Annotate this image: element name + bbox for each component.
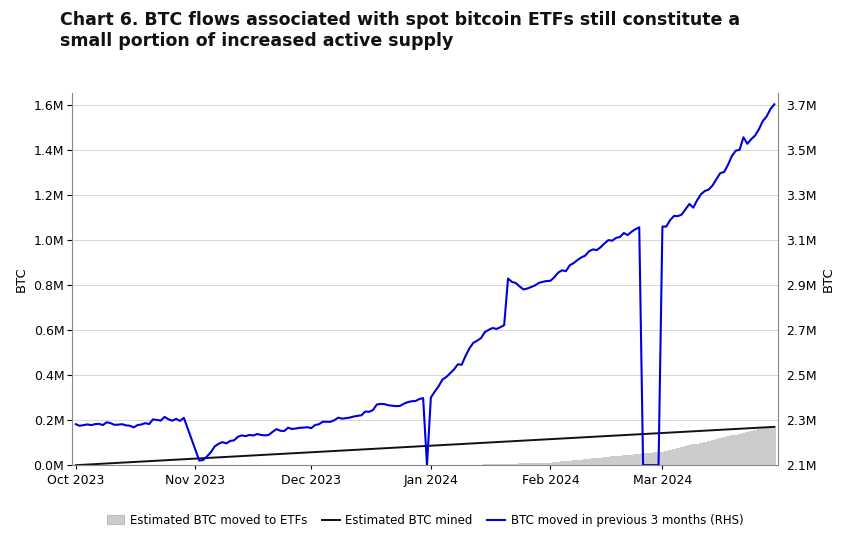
Bar (633, 454, 638, 465)
Bar (580, 460, 583, 465)
Bar (773, 426, 776, 465)
Bar (695, 443, 699, 465)
Bar (483, 464, 487, 465)
Text: Chart 6. BTC flows associated with spot bitcoin ETFs still constitute a
small po: Chart 6. BTC flows associated with spot … (60, 11, 740, 50)
Bar (722, 437, 726, 465)
Bar (768, 427, 773, 465)
Bar (525, 463, 530, 465)
Bar (765, 427, 768, 465)
Bar (672, 449, 676, 465)
Bar (598, 457, 603, 465)
Bar (718, 438, 722, 465)
Bar (610, 456, 615, 465)
Bar (498, 464, 502, 465)
Bar (495, 464, 498, 465)
Bar (518, 463, 522, 465)
Bar (618, 456, 622, 465)
Bar (591, 458, 595, 465)
Bar (691, 444, 695, 465)
Bar (556, 462, 560, 465)
Bar (753, 430, 757, 465)
Bar (734, 435, 738, 465)
Bar (703, 442, 707, 465)
Bar (479, 464, 483, 465)
Bar (656, 452, 660, 465)
Bar (649, 453, 653, 465)
Bar (741, 433, 745, 465)
Bar (568, 461, 572, 465)
Bar (715, 439, 718, 465)
Bar (726, 436, 730, 465)
Bar (738, 434, 741, 465)
Bar (537, 463, 541, 465)
Bar (587, 459, 591, 465)
Bar (575, 460, 580, 465)
Bar (533, 463, 537, 465)
Bar (641, 454, 645, 465)
Bar (680, 447, 683, 465)
Bar (745, 432, 749, 465)
Bar (506, 464, 510, 465)
Bar (622, 455, 626, 465)
Bar (487, 464, 490, 465)
Bar (660, 451, 665, 465)
Bar (615, 456, 618, 465)
Bar (572, 460, 575, 465)
Bar (707, 441, 711, 465)
Bar (490, 464, 495, 465)
Bar (638, 454, 641, 465)
Bar (603, 457, 606, 465)
Bar (683, 446, 688, 465)
Bar (564, 461, 568, 465)
Y-axis label: BTC: BTC (15, 266, 28, 292)
Bar (676, 448, 680, 465)
Bar (510, 464, 513, 465)
Bar (552, 462, 556, 465)
Bar (630, 455, 633, 465)
Bar (583, 459, 587, 465)
Bar (513, 464, 518, 465)
Bar (665, 451, 668, 465)
Bar (541, 463, 545, 465)
Bar (606, 457, 610, 465)
Bar (668, 450, 672, 465)
Bar (688, 446, 691, 465)
Bar (560, 462, 564, 465)
Bar (730, 435, 734, 465)
Bar (502, 464, 506, 465)
Bar (699, 443, 703, 465)
Bar (645, 453, 649, 465)
Bar (595, 458, 598, 465)
Bar (548, 463, 552, 465)
Bar (749, 431, 753, 465)
Bar (522, 463, 525, 465)
Legend: Estimated BTC moved to ETFs, Estimated BTC mined, BTC moved in previous 3 months: Estimated BTC moved to ETFs, Estimated B… (102, 509, 748, 531)
Y-axis label: BTC: BTC (822, 266, 835, 292)
Bar (545, 463, 548, 465)
Bar (626, 455, 630, 465)
Bar (653, 452, 656, 465)
Bar (711, 440, 715, 465)
Bar (761, 428, 765, 465)
Bar (757, 429, 761, 465)
Bar (530, 463, 533, 465)
